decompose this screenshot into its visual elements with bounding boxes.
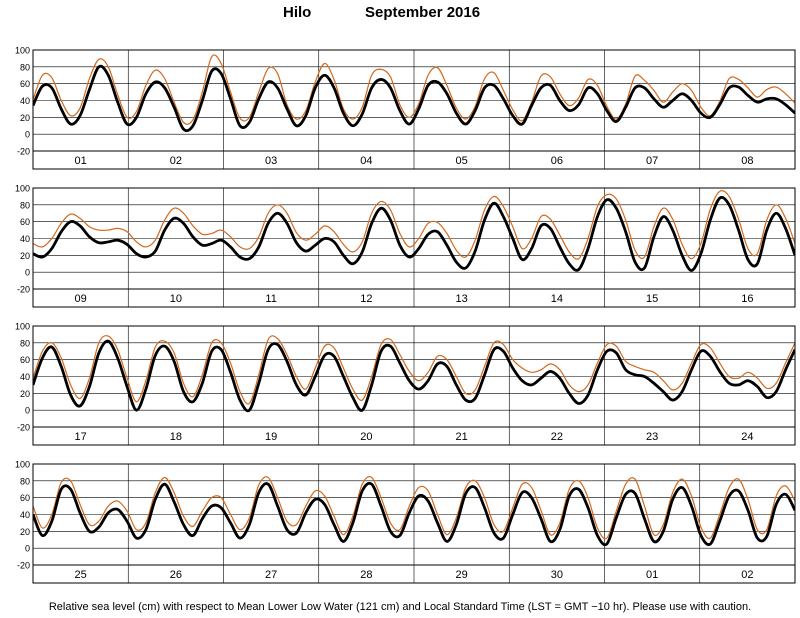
day-label: 06	[551, 155, 563, 167]
day-label: 03	[265, 155, 277, 167]
observed-line	[33, 481, 795, 547]
chart-panel-4: -20 0 20 40 60 80 100 25 26 27 28 29 30 01 02	[15, 460, 796, 584]
day-label: 28	[360, 569, 372, 581]
panel-border	[32, 463, 796, 584]
y-tick-label: -20	[17, 423, 30, 433]
day-label: 14	[551, 293, 563, 305]
panel-border	[32, 325, 796, 446]
predicted-line	[33, 335, 795, 405]
chart-panel-2: -20 0 20 40 60 80 100 09 10 11 12 13 14 15 16	[15, 184, 796, 308]
y-tick-label: 0	[25, 268, 30, 278]
day-label: 15	[646, 293, 658, 305]
predicted-line	[33, 476, 795, 540]
day-label: 16	[741, 293, 753, 305]
observed-line	[33, 339, 795, 413]
y-tick-label: 20	[20, 113, 30, 123]
day-label: 19	[265, 431, 277, 443]
day-label: 01	[75, 155, 87, 167]
predicted-line	[33, 190, 795, 260]
y-tick-label: 80	[20, 200, 30, 210]
observed-line	[33, 195, 795, 272]
y-tick-label: -20	[17, 561, 30, 571]
y-tick-label: 100	[15, 322, 30, 332]
predicted-line	[33, 54, 795, 125]
day-label: 25	[75, 569, 87, 581]
day-label: 08	[741, 155, 753, 167]
day-label: 07	[646, 155, 658, 167]
day-label: 17	[75, 431, 87, 443]
y-tick-label: 80	[20, 476, 30, 486]
day-label: 10	[170, 293, 182, 305]
day-label: 12	[360, 293, 372, 305]
day-label: 02	[741, 569, 753, 581]
y-tick-label: 60	[20, 217, 30, 227]
day-label: 22	[551, 431, 563, 443]
y-tick-label: 20	[20, 527, 30, 537]
y-tick-label: -20	[17, 285, 30, 295]
day-label: 27	[265, 569, 277, 581]
y-tick-label: 40	[20, 234, 30, 244]
observed-line	[33, 64, 795, 133]
y-tick-label: 20	[20, 389, 30, 399]
day-label: 23	[646, 431, 658, 443]
day-label: 30	[551, 569, 563, 581]
y-tick-label: 80	[20, 62, 30, 72]
y-tick-label: 40	[20, 372, 30, 382]
day-label: 09	[75, 293, 87, 305]
chart-title: Hilo September 2016	[0, 4, 800, 26]
day-label: 13	[456, 293, 468, 305]
panel-border	[32, 49, 796, 170]
day-label: 11	[265, 293, 276, 305]
y-tick-label: 40	[20, 96, 30, 106]
y-tick-label: 40	[20, 510, 30, 520]
y-tick-label: 100	[15, 184, 30, 194]
footnote: Relative sea level (cm) with respect to …	[48, 601, 752, 613]
y-tick-label: 20	[20, 251, 30, 261]
panel-border	[32, 187, 796, 308]
y-tick-label: 60	[20, 79, 30, 89]
day-label: 04	[360, 155, 372, 167]
day-label: 26	[170, 569, 182, 581]
y-tick-label: 60	[20, 493, 30, 503]
day-label: 01	[646, 569, 658, 581]
month-title: September 2016	[365, 4, 481, 21]
day-label: 20	[360, 431, 372, 443]
day-label: 29	[456, 569, 468, 581]
y-tick-label: 100	[15, 46, 30, 56]
y-tick-label: 60	[20, 355, 30, 365]
y-tick-label: -20	[17, 147, 30, 157]
y-tick-label: 0	[25, 130, 30, 140]
station-title: Hilo	[283, 4, 312, 21]
y-tick-label: 80	[20, 338, 30, 348]
y-tick-label: 100	[15, 460, 30, 470]
y-tick-label: 0	[25, 406, 30, 416]
day-label: 05	[456, 155, 468, 167]
day-label: 21	[456, 431, 468, 443]
chart-panel-3: -20 0 20 40 60 80 100 17 18 19 20 21 22 23 24	[15, 322, 796, 446]
day-label: 18	[170, 431, 182, 443]
y-tick-label: 0	[25, 544, 30, 554]
chart-panel-1: -20 0 20 40 60 80 100 01 02 03 04 05 06 07 08	[15, 46, 796, 170]
day-label: 02	[170, 155, 182, 167]
day-label: 24	[741, 431, 753, 443]
